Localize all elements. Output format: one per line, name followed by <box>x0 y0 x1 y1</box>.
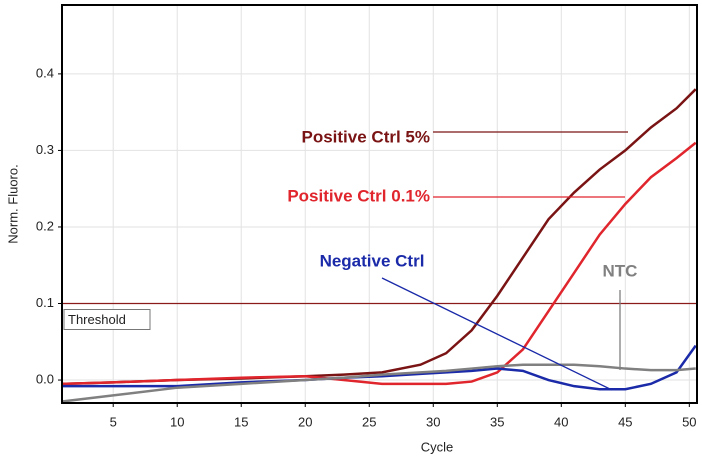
y-tick-label: 0.1 <box>36 295 54 310</box>
series-label: Positive Ctrl 5% <box>302 127 431 146</box>
x-tick-label: 40 <box>554 414 568 429</box>
x-tick-label: 45 <box>618 414 632 429</box>
plot-frame <box>61 4 698 404</box>
y-tick-label: 0.3 <box>36 142 54 157</box>
series-label: Negative Ctrl <box>320 251 425 270</box>
threshold-label: Threshold <box>68 312 126 327</box>
x-tick-label: 35 <box>490 414 504 429</box>
y-tick-label: 0.2 <box>36 218 54 233</box>
series-label: Positive Ctrl 0.1% <box>287 186 430 205</box>
x-tick-label: 50 <box>682 414 696 429</box>
x-axis-label: Cycle <box>421 439 454 454</box>
series-line <box>61 141 697 386</box>
series-label: NTC <box>603 261 638 280</box>
x-tick-label: 30 <box>426 414 440 429</box>
y-axis-label: Norm. Fluoro. <box>5 164 20 243</box>
series-line <box>61 363 696 403</box>
y-tick-label: 0.0 <box>36 371 54 386</box>
y-tick-label: 0.4 <box>36 65 54 80</box>
x-tick-label: 5 <box>110 414 117 429</box>
x-tick-label: 25 <box>362 414 376 429</box>
x-tick-label: 20 <box>298 414 312 429</box>
x-tick-label: 10 <box>170 414 184 429</box>
series-line <box>62 344 697 391</box>
threshold-box <box>63 309 151 330</box>
x-tick-label: 15 <box>234 414 248 429</box>
leader-line <box>381 277 613 391</box>
